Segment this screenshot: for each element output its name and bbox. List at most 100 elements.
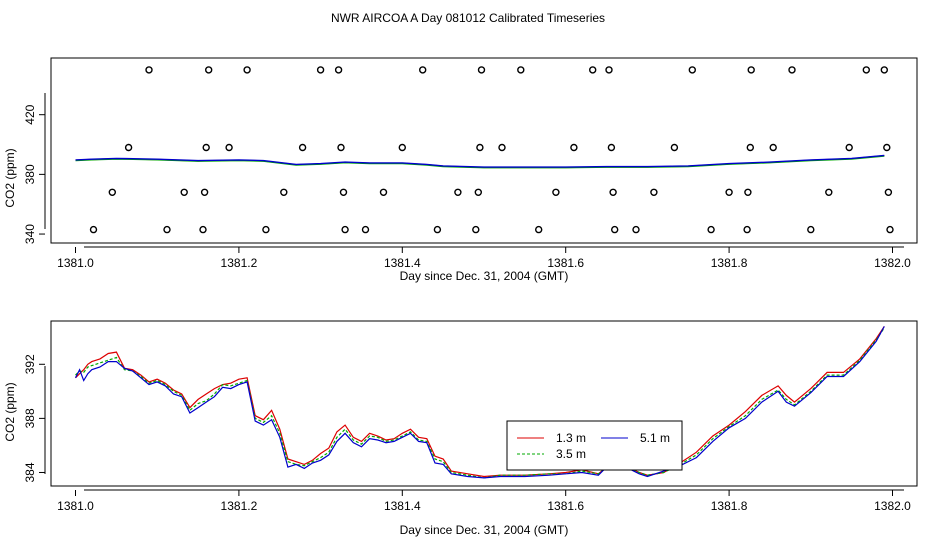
top-point-9 xyxy=(605,66,613,74)
top-point-6 xyxy=(477,66,486,74)
top-series-line-2 xyxy=(75,154,885,168)
top-point-59 xyxy=(886,225,894,234)
top-point-22 xyxy=(498,143,506,152)
top-series-lines xyxy=(75,154,885,169)
legend-label-1-3m: 1.3 m xyxy=(556,431,586,445)
top-point-2 xyxy=(243,66,251,74)
series-line-5-1-m xyxy=(74,326,885,479)
top-point-47 xyxy=(199,225,207,234)
top-point-36 xyxy=(454,188,462,197)
top-point-40 xyxy=(650,188,658,197)
bottom-x-tick-label-3: 1381.6 xyxy=(547,499,584,513)
top-plot-frame xyxy=(50,57,918,244)
top-point-0 xyxy=(145,66,153,74)
top-point-25 xyxy=(670,143,679,152)
top-y-tick-label-0: 340 xyxy=(23,224,37,244)
top-point-26 xyxy=(746,143,754,152)
bottom-y-axis-label: CO2 (ppm) xyxy=(3,382,17,441)
top-point-5 xyxy=(419,66,427,74)
legend: 1.3 m 3.5 m 5.1 m xyxy=(506,420,683,471)
top-point-48 xyxy=(262,225,270,234)
legend-box xyxy=(506,420,683,471)
top-point-21 xyxy=(476,143,484,152)
top-point-55 xyxy=(632,225,640,234)
top-panel: 1381.0 1381.2 1381.4 1381.6 1381.8 1382.0 340… xyxy=(3,57,918,283)
bottom-x-ticks: 1381.0 1381.2 1381.4 1381.6 1381.8 1382.0 xyxy=(57,490,911,513)
bottom-x-tick-label-4: 1381.8 xyxy=(711,499,748,513)
top-point-17 xyxy=(225,143,233,152)
top-y-ticks: 340 380 420 xyxy=(23,104,45,244)
top-x-tick-label-3: 1381.6 xyxy=(547,256,584,270)
bottom-series-lines xyxy=(74,326,885,479)
top-x-tick-label-5: 1382.0 xyxy=(874,256,911,270)
top-x-tick-label-1: 1381.2 xyxy=(221,256,258,270)
top-point-7 xyxy=(517,66,525,74)
bottom-x-axis-label: Day since Dec. 31, 2004 (GMT) xyxy=(400,523,569,537)
top-point-10 xyxy=(688,66,696,74)
top-point-49 xyxy=(341,225,349,234)
top-x-ticks: 1381.0 1381.2 1381.4 1381.6 1381.8 1382.0 xyxy=(57,247,911,270)
top-point-51 xyxy=(433,225,442,234)
top-point-54 xyxy=(611,225,619,234)
series-line-1-3-m xyxy=(75,326,885,478)
top-point-8 xyxy=(589,66,597,74)
top-point-3 xyxy=(316,66,325,74)
top-point-20 xyxy=(398,143,406,152)
top-point-41 xyxy=(725,188,733,197)
bottom-plot-frame xyxy=(50,320,918,487)
top-point-19 xyxy=(337,143,345,152)
top-point-13 xyxy=(862,66,870,74)
top-point-53 xyxy=(535,225,543,234)
bottom-y-tick-label-1: 388 xyxy=(23,408,37,428)
top-y-tick-label-1: 380 xyxy=(23,164,37,184)
bottom-y-tick-label-2: 392 xyxy=(23,354,37,374)
top-point-14 xyxy=(880,66,888,74)
top-point-24 xyxy=(607,143,616,152)
top-point-57 xyxy=(743,225,751,234)
bottom-y-ticks: 384 388 392 xyxy=(23,354,45,482)
top-point-11 xyxy=(747,66,755,74)
top-x-tick-label-4: 1381.8 xyxy=(711,256,748,270)
top-point-31 xyxy=(180,188,188,197)
top-point-33 xyxy=(280,188,288,197)
top-y-axis-label: CO2 (ppm) xyxy=(3,148,17,207)
top-point-30 xyxy=(108,188,117,197)
legend-label-5-1m: 5.1 m xyxy=(640,431,670,445)
top-point-42 xyxy=(744,188,752,197)
top-point-12 xyxy=(788,66,796,74)
top-point-35 xyxy=(379,188,388,197)
top-point-34 xyxy=(339,188,348,197)
top-point-38 xyxy=(552,188,560,197)
top-x-axis-label: Day since Dec. 31, 2004 (GMT) xyxy=(400,269,569,283)
top-point-1 xyxy=(204,66,213,74)
top-point-52 xyxy=(472,225,480,234)
top-x-tick-label-0: 1381.0 xyxy=(57,256,94,270)
top-point-58 xyxy=(807,225,815,234)
bottom-panel: 1381.0 1381.2 1381.4 1381.6 1381.8 1382.0 384… xyxy=(3,320,918,537)
top-y-tick-label-2: 420 xyxy=(23,104,37,124)
top-point-18 xyxy=(298,143,307,152)
top-point-44 xyxy=(884,188,893,197)
top-point-50 xyxy=(361,225,370,234)
figure-title: NWR AIRCOA A Day 081012 Calibrated Times… xyxy=(331,11,605,25)
bottom-x-tick-label-2: 1381.4 xyxy=(384,499,421,513)
bottom-y-tick-label-0: 384 xyxy=(23,462,37,482)
legend-label-3-5m: 3.5 m xyxy=(556,447,586,461)
top-point-15 xyxy=(124,143,133,152)
bottom-x-tick-label-1: 1381.2 xyxy=(221,499,258,513)
top-point-28 xyxy=(845,143,853,152)
top-point-37 xyxy=(474,188,482,197)
top-point-23 xyxy=(570,143,578,152)
series-line-3-5-m xyxy=(75,327,885,479)
bottom-x-tick-label-5: 1382.0 xyxy=(874,499,911,513)
top-point-16 xyxy=(202,143,210,152)
top-point-4 xyxy=(334,66,343,74)
top-scatter-points xyxy=(89,66,894,234)
bottom-x-tick-label-0: 1381.0 xyxy=(57,499,94,513)
top-point-43 xyxy=(825,188,833,197)
top-point-45 xyxy=(89,225,98,234)
top-x-tick-label-2: 1381.4 xyxy=(384,256,421,270)
top-point-32 xyxy=(200,188,209,197)
top-point-39 xyxy=(609,188,617,197)
